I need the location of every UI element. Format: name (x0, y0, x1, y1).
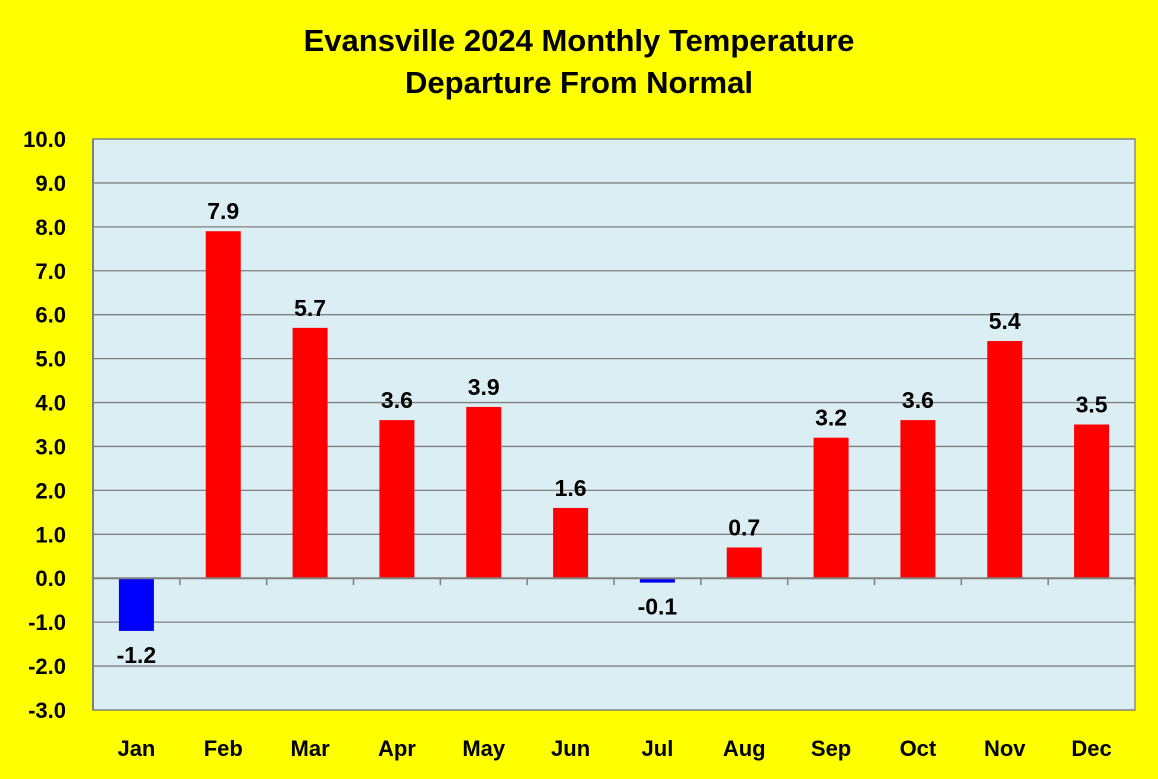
y-tick-label: -2.0 (28, 654, 66, 679)
y-tick-label: 4.0 (35, 391, 66, 416)
bar-oct (900, 420, 936, 579)
data-label: 3.6 (902, 387, 934, 413)
data-label: 3.5 (1076, 392, 1108, 418)
data-label: 5.7 (294, 295, 326, 321)
y-tick-label: -3.0 (28, 698, 66, 723)
y-tick-label: 2.0 (35, 478, 66, 503)
bar-nov (987, 341, 1023, 579)
x-tick-label: Jun (551, 736, 590, 761)
x-tick-label: Mar (291, 736, 331, 761)
labels: 10.0 9.0 8.0 7.0 6.0 5.0 4.0 3.0 2.0 1.0 0.0 -1.0 -2… (23, 127, 1112, 761)
bars (118, 231, 1110, 631)
bar-apr (379, 420, 415, 579)
y-tick-label: 0.0 (35, 566, 66, 591)
x-tick-label: Dec (1071, 736, 1111, 761)
y-tick-label: -1.0 (28, 610, 66, 635)
axes (92, 138, 1136, 711)
chart-title: Evansville 2024 Monthly Temperature Depa… (0, 20, 1158, 104)
y-tick-label: 10.0 (23, 127, 66, 152)
chart-title-line-1: Evansville 2024 Monthly Temperature (303, 23, 855, 58)
y-tick-label: 9.0 (35, 171, 66, 196)
y-tick-label: 1.0 (35, 522, 66, 547)
plot-area (93, 139, 1135, 710)
bar-mar (292, 327, 328, 579)
data-label: 0.7 (728, 514, 760, 540)
x-tick-label: Nov (984, 736, 1026, 761)
x-tick-label: Jul (642, 736, 674, 761)
data-label: 3.6 (381, 387, 413, 413)
x-tick-label: Sep (811, 736, 851, 761)
bar-jul (639, 578, 675, 583)
bar-jan (118, 578, 154, 631)
x-tick-label: Aug (723, 736, 766, 761)
y-tick-label: 3.0 (35, 434, 66, 459)
y-tick-label: 7.0 (35, 259, 66, 284)
bar-jun (553, 507, 589, 579)
data-label: -0.1 (638, 594, 678, 620)
data-label: 3.9 (468, 374, 500, 400)
chart-title-line-2: Departure From Normal (405, 65, 753, 100)
x-tick-label: Oct (900, 736, 937, 761)
bar-feb (205, 231, 241, 579)
data-label: 1.6 (555, 475, 587, 501)
x-tick-label: Feb (204, 736, 243, 761)
bar-sep (813, 437, 849, 579)
data-label: 5.4 (989, 308, 1021, 334)
y-tick-label: 5.0 (35, 347, 66, 372)
x-tick-label: Apr (378, 736, 416, 761)
bar-aug (726, 547, 762, 579)
y-tick-label: 8.0 (35, 215, 66, 240)
data-label: -1.2 (117, 642, 157, 668)
bar-may (466, 406, 502, 579)
data-label: 7.9 (207, 198, 239, 224)
x-tick-label: May (462, 736, 506, 761)
y-tick-label: 6.0 (35, 303, 66, 328)
data-label: 3.2 (815, 405, 847, 431)
x-tick-label: Jan (117, 736, 155, 761)
bar-dec (1074, 424, 1110, 579)
